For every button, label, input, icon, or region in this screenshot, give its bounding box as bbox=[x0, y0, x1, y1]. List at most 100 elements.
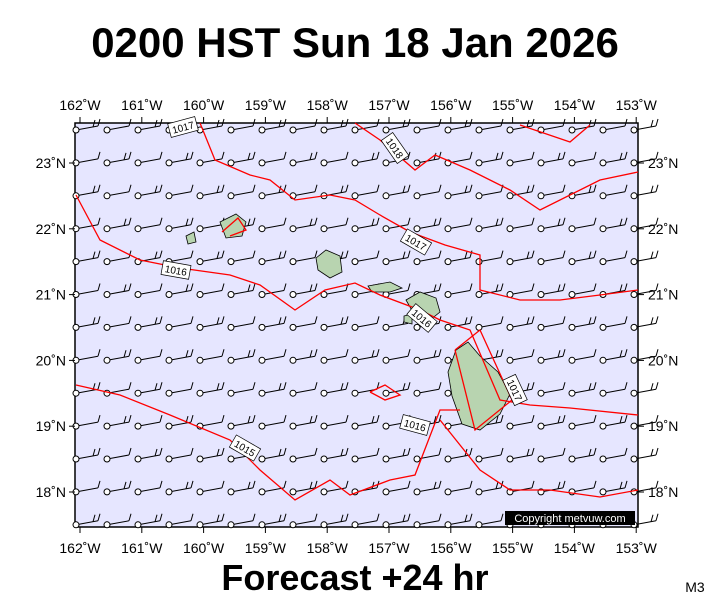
barb bbox=[444, 283, 473, 298]
barb bbox=[134, 217, 163, 233]
barb bbox=[196, 184, 225, 200]
barb-feather bbox=[526, 317, 530, 325]
barb-feather bbox=[469, 480, 473, 489]
barb-station bbox=[475, 323, 483, 331]
barb-staff bbox=[264, 388, 285, 394]
barb-feather bbox=[159, 414, 163, 423]
barb-feather bbox=[376, 184, 380, 192]
barb-feather bbox=[283, 283, 287, 291]
barb-feather bbox=[407, 513, 411, 521]
barb-staff bbox=[636, 224, 657, 229]
barb-staff bbox=[605, 454, 626, 459]
barb-feather bbox=[159, 250, 163, 258]
barb-feather bbox=[185, 284, 189, 292]
barb bbox=[351, 316, 380, 331]
barb bbox=[72, 414, 101, 430]
barb-feather bbox=[247, 152, 251, 161]
barb-staff bbox=[295, 191, 316, 196]
barb bbox=[599, 151, 628, 167]
barb bbox=[413, 151, 442, 167]
barb-feather bbox=[221, 283, 225, 291]
barb bbox=[382, 513, 411, 529]
barb-feather bbox=[97, 316, 101, 324]
barb-feather bbox=[314, 349, 318, 357]
barb-station bbox=[134, 291, 142, 298]
barb-staff bbox=[357, 257, 378, 262]
barb-station bbox=[537, 356, 545, 364]
barb-feather bbox=[407, 382, 411, 390]
barb bbox=[599, 316, 628, 331]
barb bbox=[382, 250, 411, 266]
barb-station bbox=[568, 258, 576, 266]
barb-station bbox=[444, 323, 452, 331]
barb-station bbox=[599, 258, 607, 266]
barb bbox=[165, 283, 194, 298]
barb-staff bbox=[264, 421, 285, 427]
forecast-label: Forecast +24 hr bbox=[221, 557, 488, 598]
barb-station bbox=[382, 323, 390, 331]
lon-label-top: 158˚W bbox=[307, 97, 349, 113]
barb-feather bbox=[314, 513, 318, 521]
barb-station bbox=[165, 225, 173, 233]
barb-feather bbox=[500, 118, 504, 127]
barb bbox=[475, 513, 504, 529]
barb-feather bbox=[128, 283, 132, 291]
barb-station bbox=[382, 455, 390, 463]
barb-staff bbox=[140, 520, 161, 525]
barb-staff bbox=[605, 421, 626, 427]
barb-staff bbox=[109, 158, 130, 163]
barb-feather bbox=[531, 250, 535, 258]
barb-feather bbox=[650, 448, 654, 457]
barb-feather bbox=[562, 414, 566, 423]
barb-station bbox=[289, 488, 297, 496]
barb-feather bbox=[345, 118, 349, 127]
barb bbox=[289, 283, 318, 298]
barb-station bbox=[289, 323, 297, 331]
barb bbox=[258, 349, 287, 364]
barb-feather bbox=[562, 316, 566, 324]
barb bbox=[444, 217, 473, 233]
barb-staff bbox=[388, 257, 409, 262]
barb-feather bbox=[309, 284, 313, 292]
barb-feather bbox=[190, 414, 194, 423]
barb-station bbox=[413, 356, 421, 364]
barb-feather bbox=[407, 480, 411, 489]
barb-station bbox=[444, 488, 452, 496]
barb-feather bbox=[283, 349, 287, 357]
barb-staff bbox=[171, 388, 192, 394]
barb-station bbox=[227, 488, 235, 496]
barb-staff bbox=[388, 487, 409, 492]
barb-feather bbox=[340, 383, 344, 391]
barb-feather bbox=[159, 447, 163, 456]
lat-label-left: 21˚N bbox=[36, 287, 66, 303]
isobar-label-group: 1016 bbox=[399, 414, 431, 436]
barb bbox=[258, 217, 287, 233]
barb-station bbox=[258, 488, 266, 496]
barb-staff bbox=[326, 224, 347, 229]
barb-station bbox=[444, 455, 452, 463]
barb-feather bbox=[593, 250, 597, 258]
barb bbox=[382, 382, 411, 397]
barb-feather bbox=[376, 217, 380, 225]
barb bbox=[630, 316, 659, 331]
barb-staff bbox=[512, 257, 533, 262]
barb bbox=[382, 447, 411, 463]
barb bbox=[134, 349, 163, 364]
barb-feather bbox=[655, 480, 659, 489]
barb-feather bbox=[531, 217, 535, 225]
barb-staff bbox=[233, 421, 254, 427]
barb bbox=[630, 250, 659, 266]
barb bbox=[630, 118, 659, 134]
barb-station bbox=[506, 455, 514, 463]
barb-feather bbox=[190, 316, 194, 324]
barb-staff bbox=[295, 322, 316, 328]
barb bbox=[289, 447, 318, 463]
barb bbox=[103, 283, 132, 298]
barb-feather bbox=[216, 448, 220, 457]
lat-label-left: 18˚N bbox=[36, 484, 66, 500]
barb-feather bbox=[469, 118, 473, 127]
barb-station bbox=[630, 356, 638, 364]
axes: 162˚W 162˚W 161˚W 161˚W 160˚W 160˚W 159˚W 159˚W… bbox=[36, 97, 679, 556]
barb-staff bbox=[543, 191, 564, 196]
lat-label-right: 18˚N bbox=[648, 484, 678, 500]
